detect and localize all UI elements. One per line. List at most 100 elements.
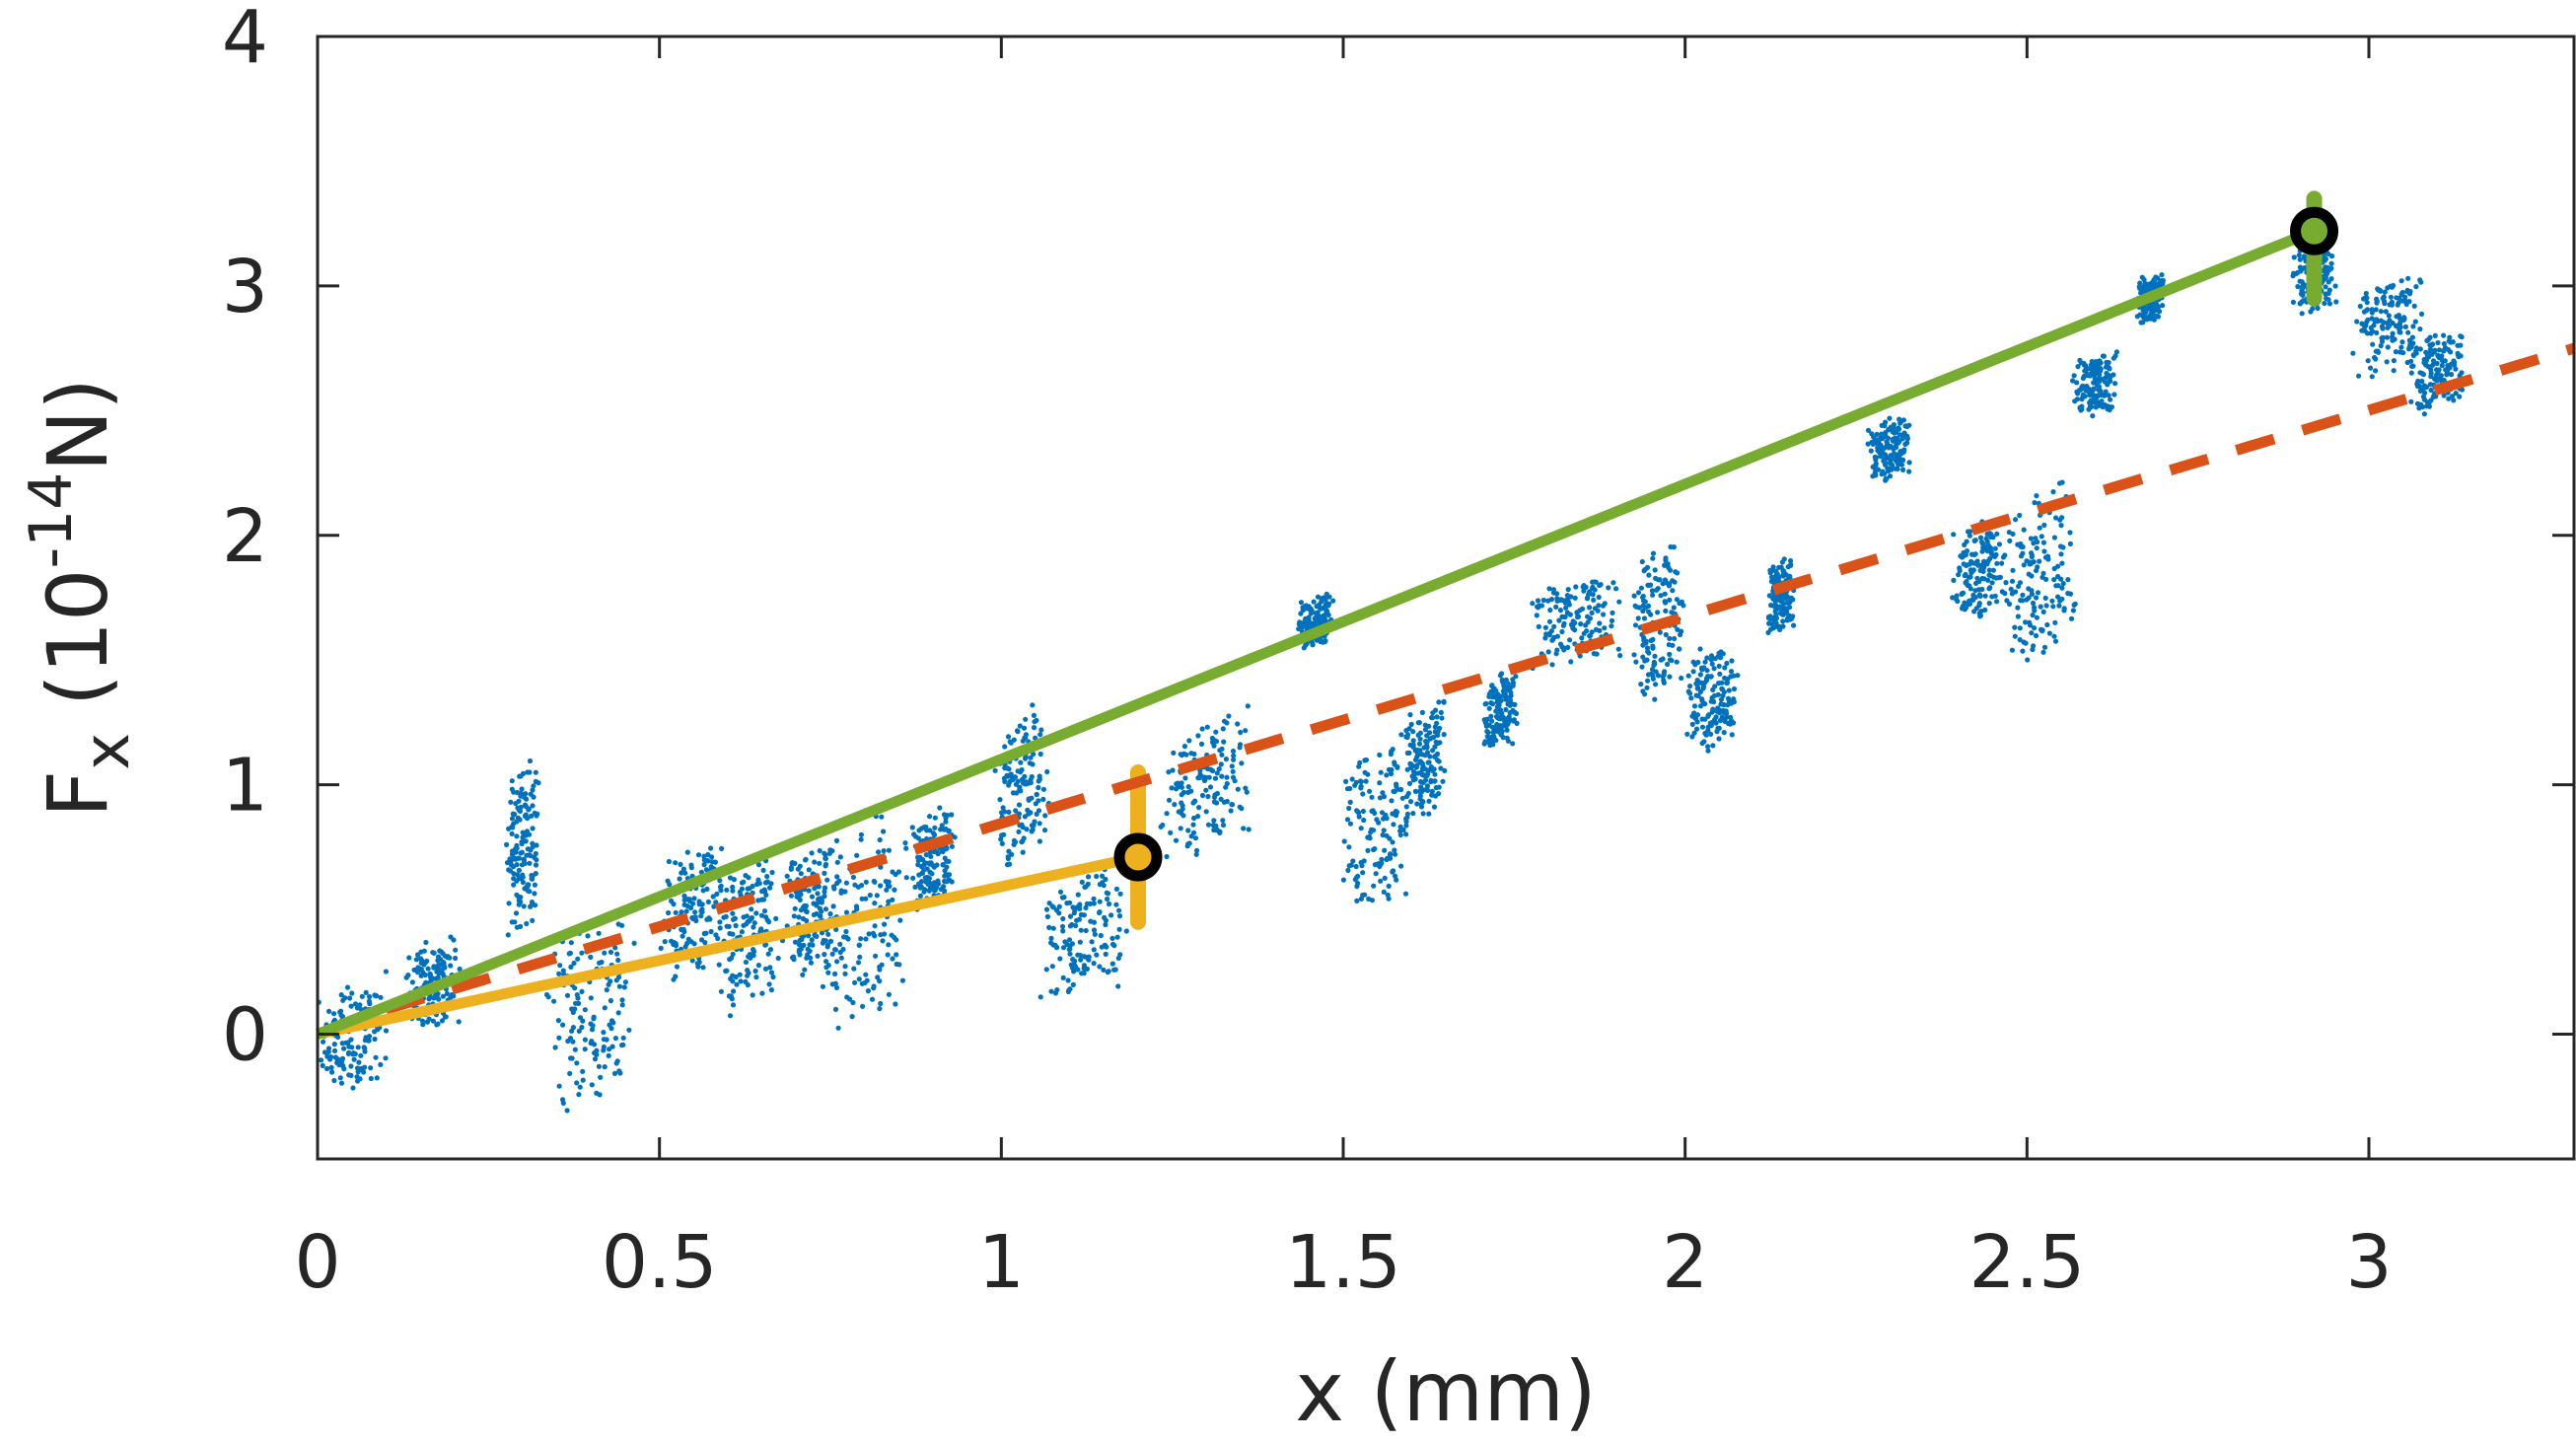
scatter-point-22-121 bbox=[2052, 619, 2058, 625]
scatter-point-17-30 bbox=[1642, 566, 1648, 573]
scatter-point-18-136 bbox=[1731, 699, 1737, 705]
scatter-point-26-65 bbox=[2381, 294, 2387, 300]
scatter-point-22-48 bbox=[2023, 619, 2029, 625]
scatter-point-21-123 bbox=[1988, 548, 1994, 554]
scatter-point-5-119 bbox=[755, 862, 762, 868]
scatter-point-23-31 bbox=[2079, 403, 2085, 409]
scatter-point-5-125 bbox=[767, 947, 774, 953]
scatter-point-3-80 bbox=[596, 930, 602, 936]
scatter-point-23-45 bbox=[2083, 365, 2089, 372]
scatter-point-27-20 bbox=[2417, 346, 2423, 352]
scatter-point-26-149 bbox=[2418, 311, 2425, 317]
scatter-point-5-149 bbox=[765, 951, 771, 957]
scatter-point-21-79 bbox=[1980, 568, 1986, 575]
scatter-point-10-101 bbox=[1091, 947, 1097, 953]
scatter-point-22-1 bbox=[2015, 613, 2021, 619]
scatter-point-6-39 bbox=[796, 942, 803, 948]
scatter-point-26-123 bbox=[2405, 275, 2411, 281]
scatter-point-10-96 bbox=[1083, 927, 1089, 934]
scatter-point-13-6 bbox=[1350, 858, 1356, 864]
scatter-point-18-56 bbox=[1710, 743, 1716, 749]
scatter-point-16-142 bbox=[1613, 586, 1619, 592]
scatter-point-14-63 bbox=[1420, 811, 1426, 817]
scatter-point-22-95 bbox=[2051, 633, 2057, 639]
scatter-point-27-35 bbox=[2417, 370, 2423, 376]
scatter-point-10-98 bbox=[1103, 876, 1109, 883]
scatter-point-13-135 bbox=[1393, 808, 1399, 815]
scatter-point-26-142 bbox=[2417, 326, 2423, 332]
scatter-point-25-11 bbox=[2291, 254, 2297, 260]
scatter-point-14-57 bbox=[1416, 749, 1422, 755]
scatter-point-27-126 bbox=[2447, 365, 2453, 371]
scatter-point-6-87 bbox=[815, 891, 821, 897]
scatter-point-19-143 bbox=[1788, 557, 1794, 564]
scatter-point-26-63 bbox=[2378, 343, 2384, 349]
scatter-point-14-99 bbox=[1424, 783, 1431, 789]
scatter-point-3-53 bbox=[582, 1037, 589, 1043]
scatter-point-26-29 bbox=[2363, 290, 2369, 297]
scatter-point-13-132 bbox=[1398, 732, 1404, 738]
scatter-point-11-50 bbox=[1181, 789, 1187, 796]
scatter-point-9-55 bbox=[1016, 802, 1023, 808]
scatter-point-16-88 bbox=[1587, 605, 1593, 611]
scatter-point-6-125 bbox=[827, 938, 834, 945]
scatter-point-26-75 bbox=[2380, 325, 2386, 331]
scatter-point-9-19 bbox=[1002, 744, 1008, 750]
scatter-point-16-6 bbox=[1530, 601, 1536, 607]
scatter-point-25-148 bbox=[2332, 283, 2338, 289]
scatter-point-2-149 bbox=[531, 783, 537, 789]
scatter-point-22-129 bbox=[2055, 573, 2061, 580]
scatter-point-16-138 bbox=[1597, 620, 1603, 626]
scatter-point-3-93 bbox=[588, 1021, 594, 1027]
scatter-point-13-110 bbox=[1381, 816, 1387, 822]
scatter-point-23-136 bbox=[2112, 381, 2118, 387]
scatter-point-5-11 bbox=[723, 968, 729, 974]
scatter-point-13-65 bbox=[1380, 831, 1386, 838]
scatter-point-26-76 bbox=[2389, 299, 2395, 305]
scatter-point-8-29 bbox=[918, 879, 925, 885]
scatter-point-13-41 bbox=[1354, 875, 1360, 881]
scatter-point-2-70 bbox=[519, 839, 525, 845]
scatter-point-6-99 bbox=[810, 942, 816, 948]
scatter-point-7-81 bbox=[856, 976, 862, 982]
scatter-point-18-112 bbox=[1718, 655, 1724, 661]
scatter-point-6-89 bbox=[804, 908, 810, 915]
scatter-point-19-106 bbox=[1780, 623, 1786, 629]
scatter-point-17-6 bbox=[1638, 682, 1644, 687]
scatter-point-16-2 bbox=[1546, 618, 1553, 624]
scatter-point-10-129 bbox=[1115, 983, 1121, 989]
scatter-point-5-48 bbox=[739, 929, 746, 935]
scatter-point-21-73 bbox=[1982, 607, 1988, 613]
scatter-point-7-123 bbox=[890, 956, 895, 962]
scatter-point-3-28 bbox=[574, 992, 580, 998]
scatter-point-9-25 bbox=[1005, 854, 1011, 860]
scatter-point-6-103 bbox=[809, 937, 815, 943]
scatter-point-14-149 bbox=[1436, 791, 1442, 797]
scatter-point-22-4 bbox=[2010, 567, 2016, 573]
scatter-point-26-126 bbox=[2404, 359, 2410, 366]
scatter-point-27-55 bbox=[2423, 384, 2430, 390]
scatter-point-3-3 bbox=[552, 1045, 558, 1050]
scatter-point-25-147 bbox=[2333, 299, 2339, 305]
y-axis-label-subscript: x bbox=[71, 733, 144, 770]
scatter-point-4-7 bbox=[666, 909, 672, 916]
scatter-point-10-70 bbox=[1074, 917, 1080, 923]
scatter-point-1-33 bbox=[425, 966, 431, 972]
scatter-point-10-103 bbox=[1083, 954, 1089, 960]
scatter-point-5-93 bbox=[751, 924, 756, 930]
scatter-point-10-9 bbox=[1060, 945, 1067, 951]
scatter-point-3-117 bbox=[599, 959, 605, 966]
scatter-point-11-64 bbox=[1206, 774, 1212, 780]
scatter-point-9-83 bbox=[1016, 829, 1022, 834]
scatter-point-2-120 bbox=[525, 883, 532, 889]
scatter-point-13-11 bbox=[1343, 778, 1349, 785]
scatter-point-21-45 bbox=[1969, 597, 1975, 603]
scatter-point-8-69 bbox=[927, 869, 933, 876]
scatter-point-8-134 bbox=[949, 843, 956, 849]
scatter-point-16-125 bbox=[1587, 633, 1593, 639]
scatter-point-2-64 bbox=[516, 798, 522, 804]
scatter-point-17-38 bbox=[1645, 678, 1651, 684]
scatter-point-18-51 bbox=[1697, 703, 1704, 709]
scatter-point-4-141 bbox=[714, 891, 720, 898]
scatter-point-13-105 bbox=[1377, 780, 1383, 786]
